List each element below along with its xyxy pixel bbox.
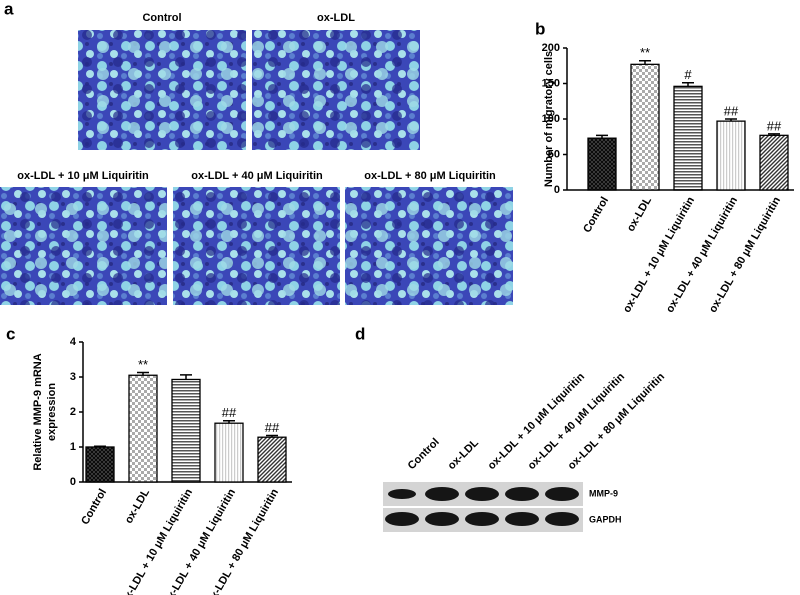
band [465, 512, 499, 526]
y-tick-label: 0 [554, 184, 560, 196]
bar [85, 446, 115, 483]
lane-label: ox-LDL [446, 437, 481, 472]
y-tick-label: 0 [70, 476, 76, 488]
significance-label: # [684, 67, 692, 82]
bar [630, 63, 660, 191]
error-bar [266, 434, 278, 438]
error-bar [639, 60, 651, 65]
micrograph-overlay [345, 187, 513, 305]
error-bar [682, 82, 694, 87]
y-axis-label: Number of migratory cells [543, 51, 555, 187]
band [545, 487, 579, 501]
micrograph-overlay [0, 187, 167, 305]
band [505, 487, 539, 501]
significance-label: ## [265, 420, 280, 435]
y-tick-label: 100 [542, 113, 560, 125]
y-tick-label: 1 [70, 441, 76, 453]
panel-label: d [355, 324, 365, 343]
error-bar [94, 445, 106, 448]
micrograph-label: Control [142, 12, 181, 24]
micrograph-overlay [78, 30, 246, 150]
band [425, 512, 459, 526]
significance-label: ** [138, 357, 148, 372]
significance-label: ## [222, 405, 237, 420]
band-label: MMP-9 [589, 488, 618, 498]
micrograph-label: ox-LDL [317, 12, 355, 24]
bar [716, 120, 746, 191]
x-tick-label: ox-LDL + 80 μM Liquiritin [205, 487, 281, 595]
band [465, 487, 499, 501]
micrograph-label: ox-LDL + 40 μM Liquiritin [191, 170, 323, 182]
band [425, 487, 459, 501]
band [545, 512, 579, 526]
bar [759, 134, 789, 191]
bar [214, 422, 244, 483]
micrographs [0, 30, 513, 305]
panel-label: c [6, 324, 15, 343]
y-axis-label: expression [46, 383, 58, 441]
micrograph-overlay [173, 187, 340, 305]
band-label: GAPDH [589, 514, 622, 524]
y-tick-label: 4 [70, 336, 77, 348]
y-tick-label: 3 [70, 371, 76, 383]
y-tick-label: 50 [548, 148, 560, 160]
y-tick-label: 2 [70, 406, 76, 418]
error-bar [768, 133, 780, 136]
bar [587, 137, 617, 191]
error-bar [596, 134, 608, 139]
micrograph-label: ox-LDL + 80 μM Liquiritin [364, 170, 496, 182]
x-tick-label: Control [581, 195, 611, 235]
lane-label: Control [406, 436, 442, 472]
significance-label: ## [767, 118, 782, 133]
panel-label: a [4, 0, 14, 18]
band [388, 489, 416, 499]
x-tick-label: Control [79, 487, 109, 527]
bar [128, 374, 158, 483]
significance-label: ** [640, 45, 650, 60]
bar [171, 378, 201, 483]
significance-label: ## [724, 103, 739, 118]
x-tick-label: ox-LDL [123, 487, 152, 526]
y-axis-label: Relative MMP-9 mRNA [32, 353, 44, 470]
y-tick-label: 150 [542, 77, 560, 89]
band [385, 512, 419, 526]
micrograph-label: ox-LDL + 10 μM Liquiritin [17, 170, 149, 182]
error-bar [137, 371, 149, 376]
bar [257, 436, 287, 483]
y-tick-label: 200 [542, 42, 560, 54]
x-tick-label: ox-LDL [625, 195, 654, 234]
error-bar [223, 420, 235, 424]
bar [673, 85, 703, 191]
error-bar [725, 118, 737, 122]
panel-label: b [535, 19, 545, 38]
micrograph-overlay [252, 30, 420, 150]
error-bar [180, 374, 192, 380]
band [505, 512, 539, 526]
